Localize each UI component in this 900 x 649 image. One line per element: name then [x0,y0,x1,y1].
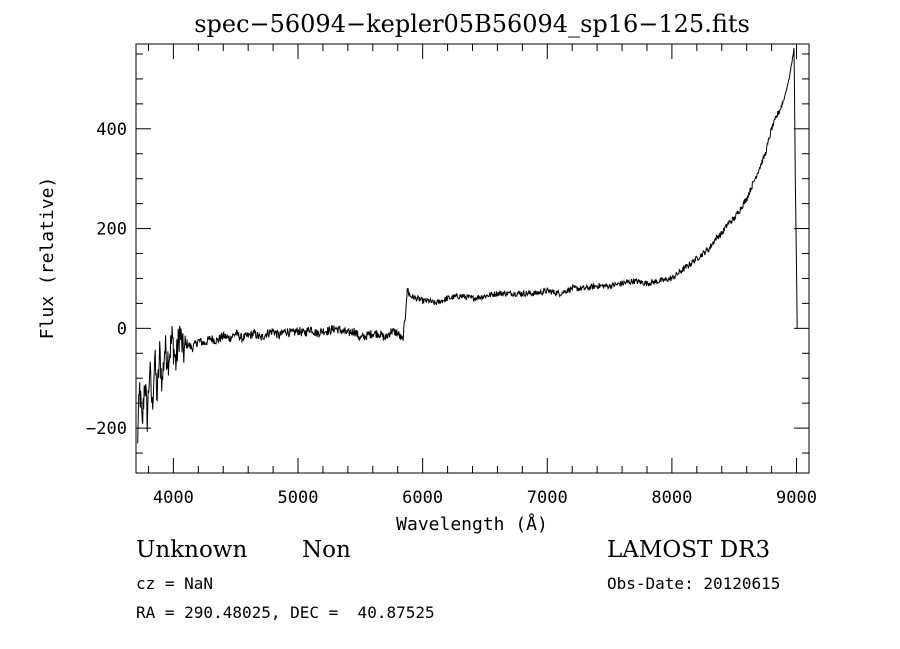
y-axis-label: Flux (relative) [37,177,58,340]
y-tick-label: 400 [96,120,127,140]
x-tick-label: 6000 [402,488,443,508]
survey-label: LAMOST DR3 [607,537,771,563]
x-tick-label: 5000 [278,488,319,508]
plot-frame [135,43,810,474]
y-tick-label: 200 [96,220,127,240]
x-tick-label: 9000 [776,488,817,508]
x-axis-label: Wavelength (Å) [396,513,548,535]
y-tick-label: 0 [117,319,127,339]
x-tick-label: 7000 [527,488,568,508]
cz-value: cz = NaN [136,574,214,593]
chart-title: spec−56094−kepler05B56094_sp16−125.fits [194,10,750,38]
series-line-flux [136,48,798,444]
axis-ticks [136,44,809,473]
subclass-label: Non [302,537,351,563]
axis-tick-labels: 4000 5000 6000 7000 8000 9000 −200 0 200 400 [86,120,817,508]
x-tick-label: 8000 [651,488,692,508]
obs-date: Obs-Date: 20120615 [607,574,781,593]
coordinates: RA = 290.48025, DEC = 40.87525 [136,603,435,622]
y-tick-label: −200 [86,419,127,439]
x-tick-label: 4000 [153,488,194,508]
class-label: Unknown [136,537,248,563]
